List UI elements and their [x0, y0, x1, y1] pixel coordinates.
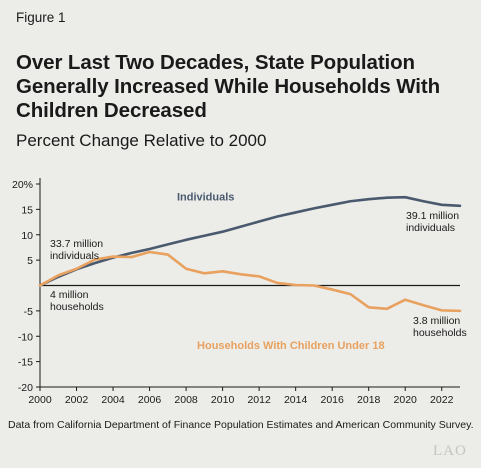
y-tick-label: -10: [18, 331, 33, 343]
x-tick-label: 2008: [174, 394, 198, 406]
x-tick-label: 2016: [320, 394, 344, 406]
x-tick-label: 2014: [284, 394, 308, 406]
chart-title: Over Last Two Decades, State Population …: [16, 51, 441, 122]
individuals-start-annotation: 33.7 million: [50, 238, 103, 250]
source-note: Data from California Department of Finan…: [8, 419, 474, 431]
x-tick-label: 2010: [211, 394, 235, 406]
individuals-start-annotation: individuals: [50, 250, 99, 262]
y-tick-label: 5: [27, 255, 33, 267]
x-tick-label: 2006: [138, 394, 162, 406]
households-line: [38, 250, 462, 313]
x-tick-label: 2004: [101, 394, 125, 406]
x-tick-label: 2002: [65, 394, 89, 406]
x-tick-label: 2000: [28, 394, 52, 406]
individuals-end-annotation: 39.1 million: [406, 210, 459, 222]
y-tick-label: -15: [18, 357, 33, 369]
y-tick-label: 10: [21, 230, 33, 242]
x-tick-label: 2022: [430, 394, 454, 406]
chart-subtitle: Percent Change Relative to 2000: [16, 131, 267, 150]
individuals-end-annotation: individuals: [406, 222, 455, 234]
y-tick-label: -5: [24, 306, 33, 318]
x-tick-label: 2020: [394, 394, 418, 406]
y-tick-label: -20: [18, 382, 33, 394]
households-series-label: Households With Children Under 18: [197, 340, 385, 352]
figure-label: Figure 1: [16, 10, 66, 25]
households-end-annotation: households: [413, 327, 467, 339]
y-tick-label: 15: [21, 204, 33, 216]
x-tick-label: 2012: [247, 394, 271, 406]
lao-logo: LAO: [433, 443, 467, 459]
households-end-annotation: 3.8 million: [413, 315, 460, 327]
individuals-series-label: Individuals: [177, 192, 234, 204]
households-start-annotation: households: [50, 301, 104, 313]
households-start-annotation: 4 million: [50, 289, 89, 301]
individuals-line: [38, 195, 462, 287]
x-tick-label: 2018: [357, 394, 381, 406]
y-tick-label: 20%: [12, 179, 33, 191]
